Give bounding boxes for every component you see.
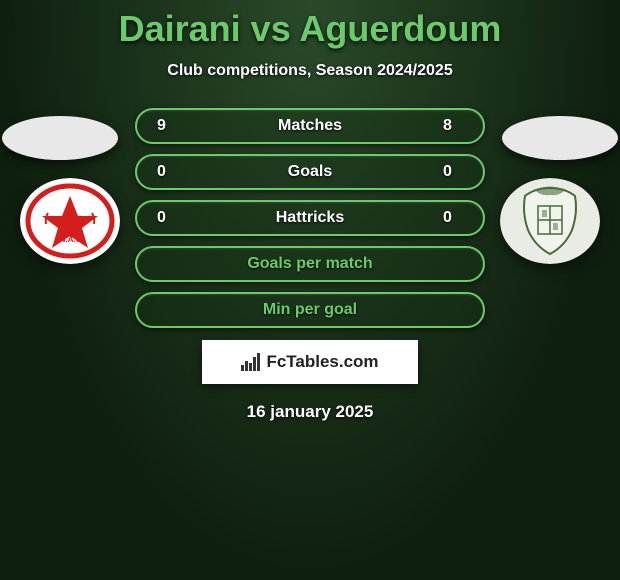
player-avatar-left bbox=[2, 116, 118, 160]
stat-label: Matches bbox=[177, 117, 443, 135]
badge-left-icon: W.A.C bbox=[20, 178, 120, 264]
logo-text: FcTables.com bbox=[266, 352, 378, 372]
main-content: W.A.C 9 Matches 8 0 Goal bbox=[0, 108, 620, 422]
date-label: 16 january 2025 bbox=[0, 402, 620, 422]
stat-row-hattricks: 0 Hattricks 0 bbox=[135, 200, 485, 236]
stat-left-value: 0 bbox=[157, 163, 177, 181]
page-title: Dairani vs Aguerdoum bbox=[0, 8, 620, 50]
stat-label: Hattricks bbox=[177, 209, 443, 227]
comparison-card: Dairani vs Aguerdoum Club competitions, … bbox=[0, 0, 620, 422]
stat-left-value: 0 bbox=[157, 209, 177, 227]
stat-row-min-per-goal: Min per goal bbox=[135, 292, 485, 328]
stat-right-value: 8 bbox=[443, 117, 463, 135]
stat-right-value: 0 bbox=[443, 163, 463, 181]
stat-label: Goals per match bbox=[177, 255, 443, 273]
stat-left-value: 9 bbox=[157, 117, 177, 135]
stat-row-goals-per-match: Goals per match bbox=[135, 246, 485, 282]
chart-icon bbox=[241, 353, 260, 371]
stats-list: 9 Matches 8 0 Goals 0 0 Hattricks 0 Goal… bbox=[135, 108, 485, 328]
svg-text:W.A.C: W.A.C bbox=[58, 235, 81, 244]
stat-label: Min per goal bbox=[177, 301, 443, 319]
fctables-logo[interactable]: FcTables.com bbox=[202, 340, 418, 384]
badge-right-icon bbox=[500, 178, 600, 264]
club-badge-right bbox=[500, 178, 600, 264]
club-badge-left: W.A.C bbox=[20, 178, 120, 264]
stat-row-goals: 0 Goals 0 bbox=[135, 154, 485, 190]
subtitle: Club competitions, Season 2024/2025 bbox=[0, 62, 620, 80]
stat-label: Goals bbox=[177, 163, 443, 181]
player-avatar-right bbox=[502, 116, 618, 160]
stat-row-matches: 9 Matches 8 bbox=[135, 108, 485, 144]
stat-right-value: 0 bbox=[443, 209, 463, 227]
